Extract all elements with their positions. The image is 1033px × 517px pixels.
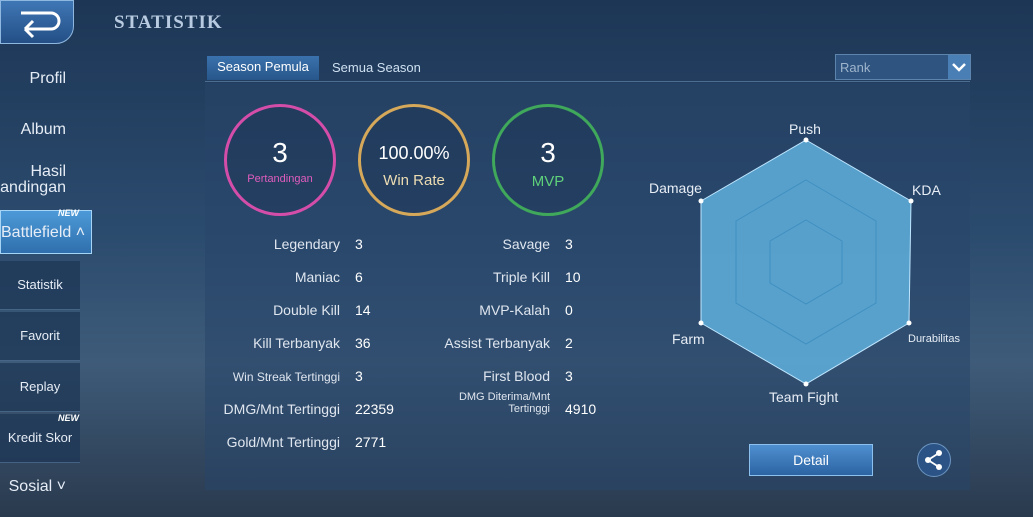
stat-label: Double Kill <box>273 302 340 318</box>
sidebar-item[interactable]: Statistik <box>0 261 80 310</box>
summary-circle: 100.00% Win Rate <box>358 104 470 216</box>
stat-label: Savage <box>502 236 550 252</box>
stat-label: Kill Terbanyak <box>253 335 340 351</box>
summary-circle: 3 Pertandingan <box>224 104 336 216</box>
summary-label: Pertandingan <box>247 173 313 185</box>
sidebar-item[interactable]: Sosial ˅ <box>8 478 66 495</box>
tab[interactable]: Season Pemula <box>207 56 319 80</box>
dropdown[interactable]: Rank <box>835 54 971 80</box>
stat-label: Triple Kill <box>492 269 550 285</box>
summary-circle: 3 MVP <box>492 104 604 216</box>
stat-value: 3 <box>565 236 573 252</box>
sidebar-item[interactable]: Kredit Skor <box>0 414 80 463</box>
new-badge: NEW <box>58 413 79 423</box>
stat-value: 0 <box>565 302 573 318</box>
stat-value: 3 <box>565 368 573 384</box>
radar-label: Durabilitas <box>908 333 960 345</box>
stat-value: 36 <box>355 335 371 351</box>
summary-label: MVP <box>531 173 565 190</box>
stat-label: Legendary <box>273 236 340 252</box>
tab[interactable]: Semua Season <box>332 60 421 75</box>
radar-label: Farm <box>672 331 705 347</box>
stat-value: 10 <box>565 269 581 285</box>
stat-value: 4910 <box>565 401 597 417</box>
detail-button[interactable]: Detail <box>749 444 873 476</box>
stat-value: 22359 <box>355 401 394 417</box>
new-badge: NEW <box>58 208 79 218</box>
stat-label: First Blood <box>483 368 550 384</box>
share-button[interactable] <box>917 443 951 477</box>
radar-label: KDA <box>912 182 941 198</box>
stat-label: DMG/Mnt Tertinggi <box>223 401 340 417</box>
radar-label: Damage <box>649 180 702 196</box>
stat-value: 2771 <box>355 434 387 450</box>
radar-label: Team Fight <box>769 389 839 405</box>
sidebar-item[interactable]: Battlefield ˄ <box>0 210 92 254</box>
stat-value: 14 <box>355 302 371 318</box>
stat-label: Assist Terbanyak <box>444 335 550 351</box>
stat-label: Gold/Mnt Tertinggi <box>226 434 340 450</box>
sidebar-item[interactable]: Album <box>20 121 66 138</box>
sidebar-item[interactable]: Profil <box>29 70 66 87</box>
stat-value: 3 <box>355 368 363 384</box>
back-icon <box>21 11 61 39</box>
summary-value: 3 <box>540 137 556 168</box>
radar-label: Push <box>789 121 821 137</box>
sidebar-item[interactable]: Hasil Pertandingan <box>0 164 66 196</box>
tab-bar <box>205 55 970 82</box>
summary-label: Win Rate <box>383 172 445 189</box>
sidebar-item[interactable]: Favorit <box>0 312 80 361</box>
summary-value: 3 <box>272 137 288 168</box>
stat-value: 6 <box>355 269 363 285</box>
dropdown-arrow <box>948 55 970 79</box>
page-title: STATISTIK <box>114 12 223 33</box>
stat-label: Maniac <box>294 269 340 285</box>
radar-chart <box>698 137 914 387</box>
stat-label: MVP-Kalah <box>479 302 550 318</box>
stat-value: 2 <box>565 335 573 351</box>
stat-label: Win Streak Tertinggi <box>232 370 340 384</box>
dropdown-label: Rank <box>840 60 871 75</box>
summary-value: 100.00% <box>378 143 450 163</box>
stat-label: DMG Diterima/Mnt Tertinggi <box>458 391 550 415</box>
stat-value: 3 <box>355 236 363 252</box>
sidebar-item[interactable]: Replay <box>0 363 80 412</box>
back-button[interactable] <box>0 0 74 44</box>
